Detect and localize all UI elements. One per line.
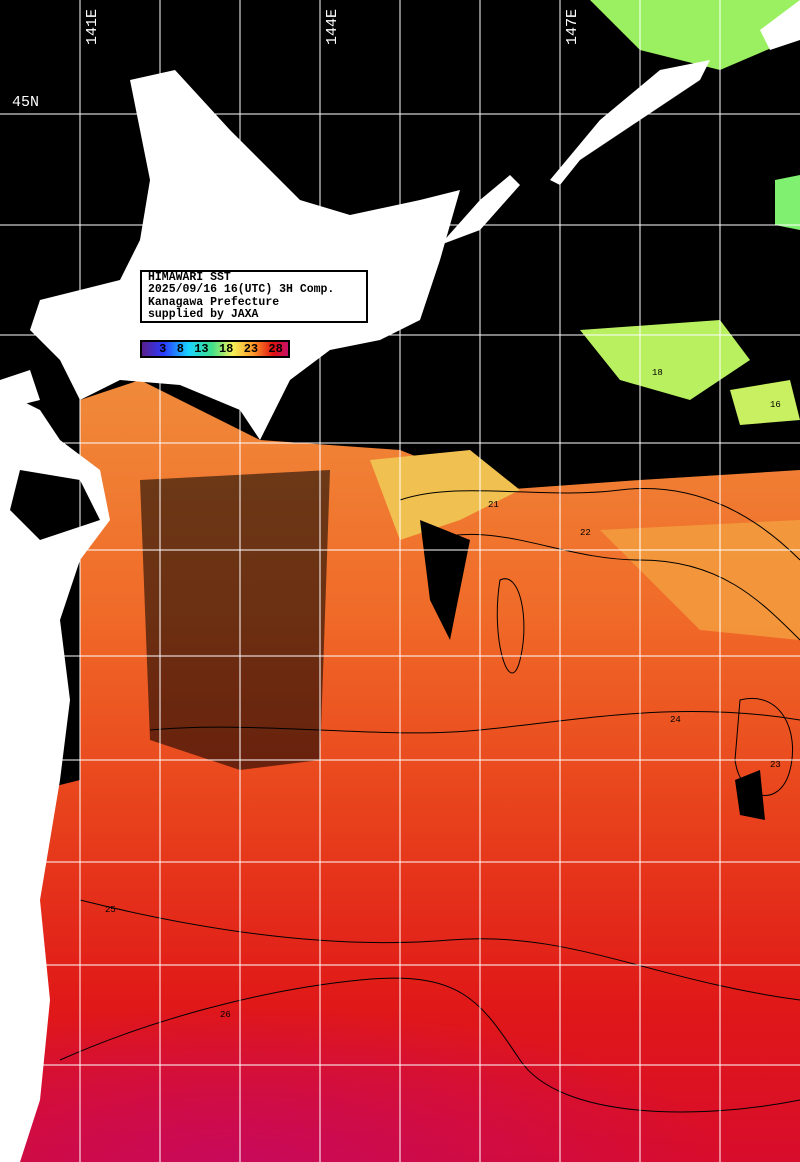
contour-label: 23 (770, 760, 781, 770)
info-box: HIMAWARI SST 2025/09/16 16(UTC) 3H Comp.… (140, 270, 368, 323)
green-patch (730, 380, 800, 425)
contour-label: 24 (670, 715, 681, 725)
info-credit: supplied by JAXA (148, 307, 259, 321)
land-honshu (0, 390, 110, 1162)
scale-tick: 28 (268, 342, 283, 356)
land-oshima (0, 370, 40, 410)
info-datetime: 2025/09/16 16(UTC) 3H Comp. (148, 283, 335, 297)
scale-tick: 13 (194, 342, 209, 356)
land-kuril (550, 60, 710, 185)
lat-label-45n: 45N (12, 94, 40, 111)
color-scale-legend: 3 8 13 18 23 28 (140, 340, 290, 358)
contour-label: 18 (652, 368, 663, 378)
scale-tick: 8 (176, 342, 184, 356)
contour-label: 16 (770, 400, 781, 410)
land-hokkaido (30, 70, 460, 440)
info-region: Kanagawa Prefecture (148, 295, 280, 309)
cloud-region (735, 770, 765, 820)
contour-label: 25 (105, 905, 116, 915)
scale-tick: 23 (243, 342, 259, 356)
green-patch (580, 320, 750, 400)
scale-tick: 18 (218, 342, 234, 356)
lon-label-141e: 141E (84, 8, 101, 45)
lon-label-147e: 147E (564, 8, 581, 45)
contour-label: 22 (580, 528, 591, 538)
scale-tick: 3 (159, 342, 167, 356)
green-patch (590, 0, 800, 70)
green-patch (775, 175, 800, 230)
info-title: HIMAWARI SST (148, 271, 231, 284)
contour-label: 26 (220, 1010, 231, 1020)
cloud-region (140, 470, 330, 770)
lon-label-144e: 144E (324, 8, 341, 45)
land-kuril (760, 0, 800, 50)
contour-label: 21 (488, 500, 499, 510)
cool-band (370, 450, 520, 540)
